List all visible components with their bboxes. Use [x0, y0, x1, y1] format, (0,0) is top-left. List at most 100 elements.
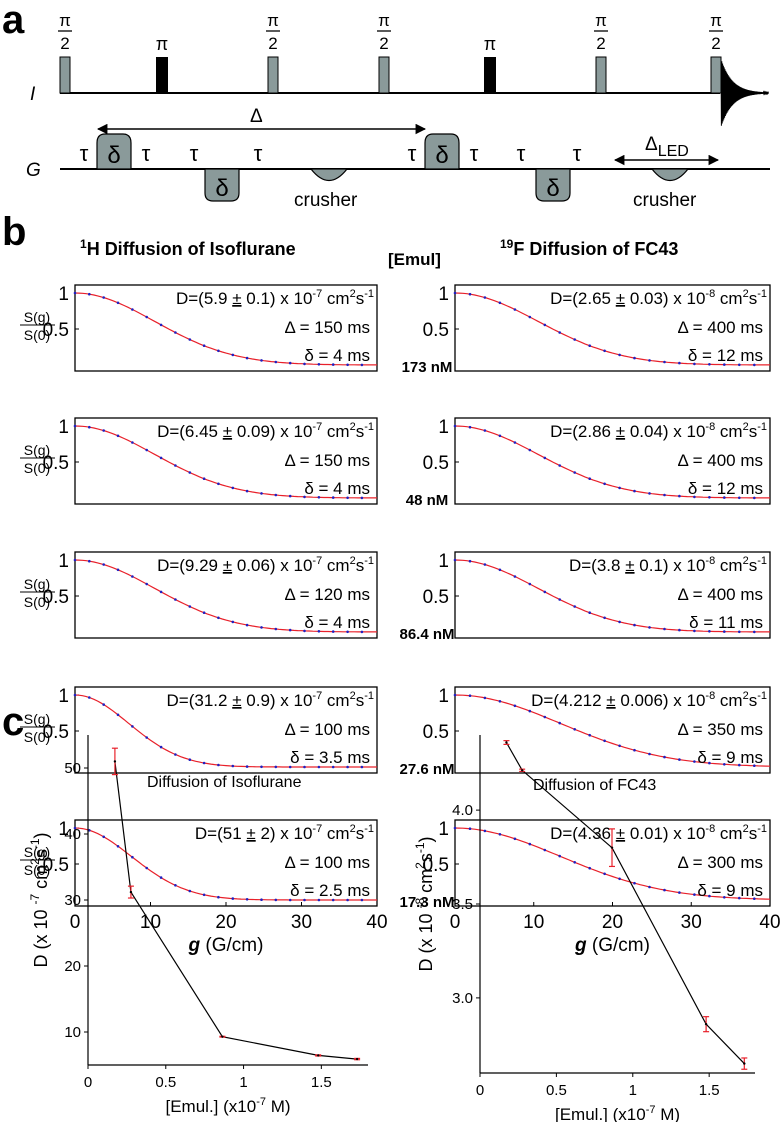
data-point [346, 765, 349, 769]
data-point [245, 489, 249, 493]
data-point [245, 623, 249, 627]
big-delta-label: Δ = 400 ms [677, 451, 763, 470]
xtick-label: 1 [629, 1082, 637, 1099]
gradient-lobe-2-delta: δ [215, 175, 228, 202]
data-point [73, 291, 77, 295]
data-point [543, 323, 547, 327]
data-point [317, 1054, 320, 1057]
data-point [723, 896, 726, 899]
data-point [663, 627, 666, 631]
small-delta-label: δ = 4 ms [304, 613, 370, 632]
data-point [498, 301, 502, 305]
data-point [513, 441, 517, 444]
rf-channel-label: I [30, 84, 36, 105]
data-point [618, 353, 621, 357]
data-point [202, 477, 206, 481]
data-point [648, 626, 651, 629]
data-point [678, 891, 681, 894]
data-point [543, 848, 547, 852]
pulse-label-num-0: π [59, 11, 71, 30]
data-point [743, 1062, 746, 1065]
decay-plot-left-1: 1 0.5 D=(6.45 ± 0.09) x 10-7 cm2s-1 Δ = 150… [43, 417, 378, 505]
data-point [528, 842, 532, 846]
data-point [73, 558, 77, 562]
diffusion-coefficient-label: D=(4.36 ± 0.01) x 10-8 cm2s-1 [550, 823, 767, 843]
ytick-label: 1 [58, 284, 69, 305]
diffusion-coefficient-label: D=(9.29 ± 0.06) x 10-7 cm2s-1 [157, 555, 374, 575]
data-point [217, 763, 220, 767]
data-point [603, 872, 606, 876]
big-delta-label: Δ = 100 ms [284, 720, 370, 739]
data-point [633, 748, 636, 752]
data-point [288, 898, 292, 902]
data-point [648, 885, 651, 889]
chart-xlabel: [Emul.] (x10-7 M) [165, 1096, 290, 1116]
data-point [588, 733, 591, 737]
data-point [174, 464, 177, 467]
data-point [753, 630, 756, 634]
decay-plot-right-1: 1 0.5 D=(2.86 ± 0.04) x 10-8 cm2s-1 Δ = 400… [423, 417, 771, 505]
data-point [360, 898, 364, 902]
diffusion-coefficient-label: D=(3.8 ± 0.1) x 10-8 cm2s-1 [569, 555, 767, 575]
data-point [558, 721, 561, 725]
data-point [453, 693, 457, 697]
ytick-label: 1 [58, 686, 69, 707]
chart-title: Diffusion of Isoflurane [147, 774, 302, 791]
data-point [73, 826, 77, 830]
data-point [331, 630, 335, 633]
data-point [453, 291, 457, 295]
data-point [693, 362, 696, 366]
tau-label-6: τ [517, 141, 526, 166]
ytick-label: 0.5 [43, 587, 69, 608]
panel-label-c: c [2, 700, 24, 744]
xtick-label: 30 [681, 912, 702, 933]
data-point [131, 855, 134, 859]
data-point [145, 866, 148, 870]
data-point [573, 728, 576, 731]
xtick-label: 1.5 [311, 1074, 332, 1091]
ylabel-den: S(0) [24, 862, 50, 878]
xtick-label: 1 [239, 1074, 247, 1091]
data-point [633, 489, 636, 493]
data-point [708, 894, 711, 898]
gradient-lobe-3 [424, 133, 460, 170]
data-point [453, 558, 457, 562]
data-point [558, 598, 561, 601]
fit-curve [74, 292, 377, 366]
rf-pulses: π 2 π π 2 π 2 π π 2 π 2 [58, 11, 723, 94]
data-point [543, 715, 547, 719]
xtick-label: 40 [366, 912, 387, 933]
decay-plot-right-2: 1 0.5 D=(3.8 ± 0.1) x 10-8 cm2s-1 Δ = 400 m… [423, 551, 771, 639]
data-point [723, 763, 726, 766]
chart-xlabel: [Emul.] (x10-7 M) [555, 1104, 680, 1122]
pulse-label-num-3: π [378, 11, 390, 30]
data-point [648, 359, 651, 362]
data-point [303, 362, 306, 366]
data-point [274, 360, 278, 364]
big-delta-label: Δ = 300 ms [677, 853, 763, 872]
plot-frame [454, 417, 771, 505]
big-delta-label: Δ = 150 ms [284, 318, 370, 337]
pulse-90-0 [59, 56, 71, 94]
plot-frame [454, 284, 771, 372]
data-point [723, 630, 726, 633]
ytick-label: 0.5 [423, 320, 449, 341]
xlabel-gradient: g (G/cm) [188, 935, 264, 956]
data-point [633, 623, 636, 627]
data-point [498, 833, 502, 836]
gradient-channel-label: G [26, 160, 41, 181]
data-point [483, 563, 487, 566]
data-point [317, 765, 321, 769]
data-point [738, 896, 741, 900]
pulse-label-pi-1: π [156, 34, 168, 54]
panel-label-b: b [2, 210, 26, 254]
data-point [274, 493, 278, 497]
data-point [498, 700, 502, 703]
xtick-label: 1.5 [699, 1082, 720, 1099]
crusher-label-2: crusher [633, 190, 697, 211]
delta-label: Δ [250, 106, 263, 127]
data-point [303, 495, 306, 499]
data-point [453, 826, 457, 830]
